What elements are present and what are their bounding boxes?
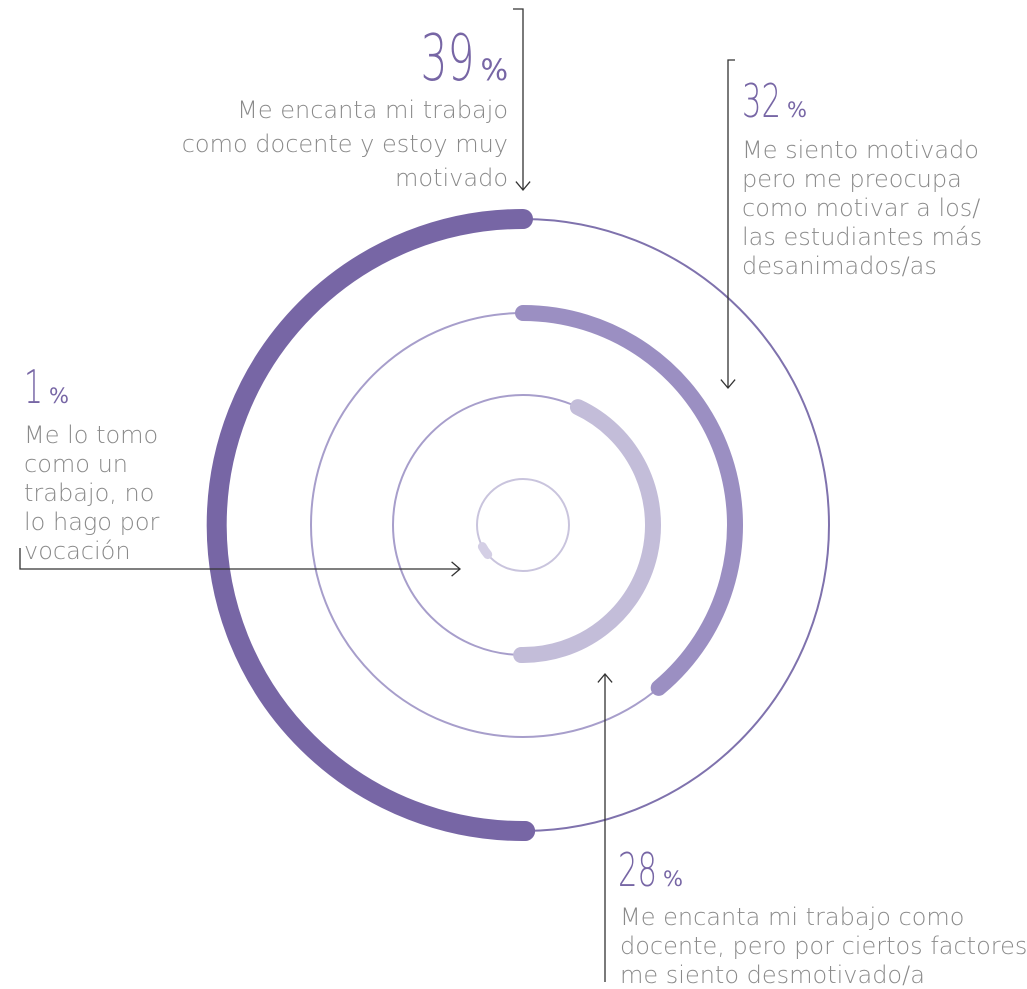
category-label-line: Me lo tomo [24, 421, 158, 449]
leader-line [727, 59, 735, 388]
category-label-line: Me encanta mi trabajo [237, 96, 508, 124]
category-label-line: desanimados/as [742, 252, 937, 280]
category-label-line: Me siento motivado [742, 136, 979, 164]
arrow-head [597, 672, 613, 683]
value-unit: % [787, 98, 807, 122]
category-label-line: pero me preocupa [742, 165, 962, 193]
value-number: 39 [420, 22, 474, 96]
category-label-line: docente, pero por ciertos factores [620, 932, 1027, 960]
arrow-head [720, 379, 736, 390]
category-label-line: vocación [24, 537, 131, 565]
leader-line [19, 548, 460, 570]
category-label-line: las estudiantes más [742, 223, 982, 251]
leader-arrow-2 [720, 59, 736, 390]
category-label-line: me siento desmotivado/a [620, 961, 925, 989]
category-label-line: motivado [395, 164, 508, 192]
arrow-head [515, 181, 531, 192]
value-number: 1 [24, 360, 43, 414]
category-label-line: como un [24, 450, 128, 478]
value-unit: % [480, 53, 508, 87]
arrow-head [451, 561, 462, 577]
category-label-line: lo hago por [24, 508, 160, 536]
value-unit: % [663, 867, 683, 891]
leader-arrow-3 [597, 672, 613, 982]
value-arc-4 [477, 542, 493, 560]
category-label-line: Me encanta mi trabajo como [620, 903, 964, 931]
value-label-4: 1% [24, 360, 69, 414]
value-label-3: 28% [618, 843, 683, 897]
value-label-1: 39% [420, 22, 508, 96]
value-arcs [206, 209, 743, 841]
ring-track-4 [476, 478, 570, 572]
value-number: 28 [618, 843, 657, 897]
value-unit: % [49, 384, 69, 408]
category-label-line: como docente y estoy muy [182, 130, 508, 158]
leader-line [513, 8, 524, 190]
value-arc-3 [513, 399, 661, 663]
category-label-line: trabajo, no [24, 479, 154, 507]
leader-arrow-1 [513, 8, 531, 192]
value-arc-2 [515, 305, 743, 696]
category-label-line: como motivar a los/ [742, 194, 980, 222]
leader-arrow-4 [19, 548, 462, 577]
value-label-2: 32% [742, 74, 807, 128]
value-arc-1 [206, 209, 536, 841]
value-number: 32 [742, 74, 781, 128]
